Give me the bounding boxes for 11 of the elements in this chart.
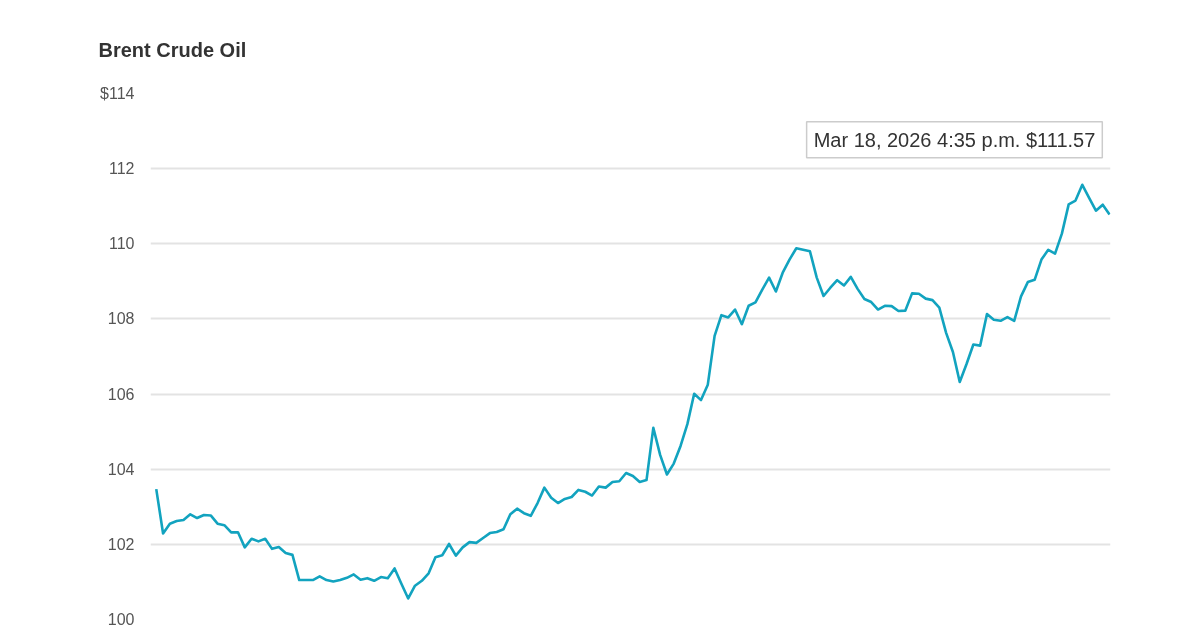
- y-tick-label: 112: [108, 160, 135, 178]
- y-tick-label: 100: [107, 611, 135, 628]
- line-series: [154, 183, 1111, 600]
- y-tick-label: 104: [107, 460, 135, 478]
- y-tick-label: $114: [100, 85, 135, 102]
- y-tick-label: 102: [107, 535, 135, 553]
- y-tick-label: 108: [107, 310, 135, 328]
- annotation: Mar 18, 2026 4:35 p.m. $111.57: [813, 128, 1096, 151]
- y-tick-label: 106: [107, 385, 135, 403]
- y-tick-label: 110: [108, 235, 135, 253]
- chart-title: Brent Crude Oil: [98, 38, 247, 61]
